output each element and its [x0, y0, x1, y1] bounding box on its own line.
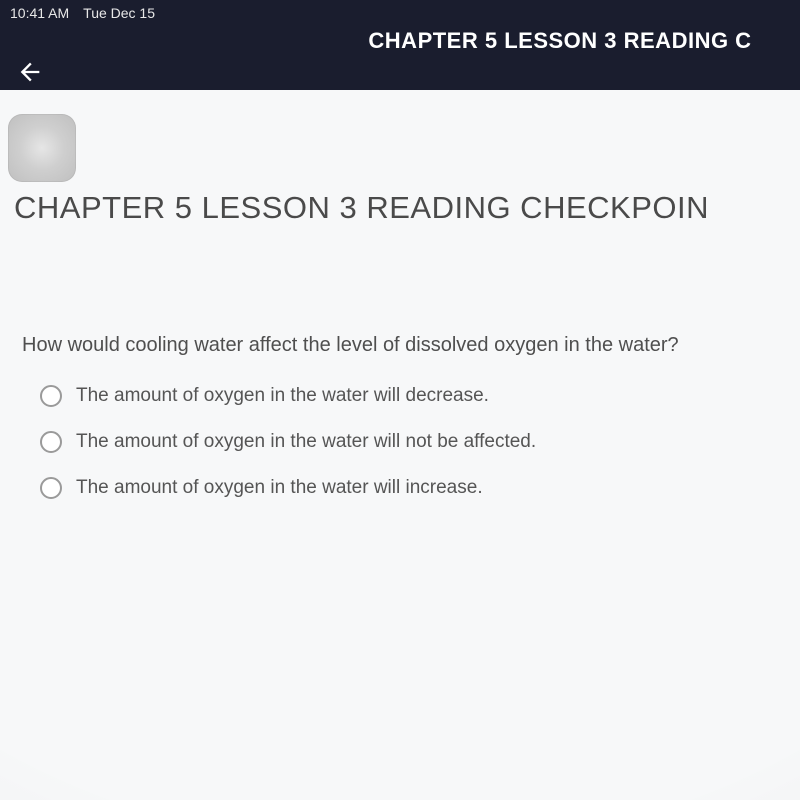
page-title: CHAPTER 5 LESSON 3 READING CHECKPOIN — [0, 190, 800, 226]
question-prompt: How would cooling water affect the level… — [22, 334, 778, 357]
header-bar: CHAPTER 5 LESSON 3 READING C — [0, 26, 800, 90]
radio-icon[interactable] — [40, 431, 62, 453]
radio-icon[interactable] — [40, 477, 62, 499]
header-title: CHAPTER 5 LESSON 3 READING C — [0, 28, 800, 54]
arrow-left-icon — [16, 58, 44, 86]
option-label: The amount of oxygen in the water will n… — [76, 431, 536, 453]
status-bar: 10:41 AM Tue Dec 15 — [0, 0, 800, 26]
question-block: How would cooling water affect the level… — [0, 334, 800, 499]
option-label: The amount of oxygen in the water will d… — [76, 385, 489, 407]
status-time: 10:41 AM — [10, 5, 69, 21]
option-row[interactable]: The amount of oxygen in the water will n… — [40, 431, 778, 453]
option-row[interactable]: The amount of oxygen in the water will d… — [40, 385, 778, 407]
status-date: Tue Dec 15 — [83, 5, 155, 21]
option-row[interactable]: The amount of oxygen in the water will i… — [40, 477, 778, 499]
content-area: CHAPTER 5 LESSON 3 READING CHECKPOIN How… — [0, 90, 800, 800]
option-label: The amount of oxygen in the water will i… — [76, 477, 483, 499]
back-button[interactable] — [14, 56, 46, 88]
avatar[interactable] — [8, 114, 76, 182]
radio-icon[interactable] — [40, 385, 62, 407]
